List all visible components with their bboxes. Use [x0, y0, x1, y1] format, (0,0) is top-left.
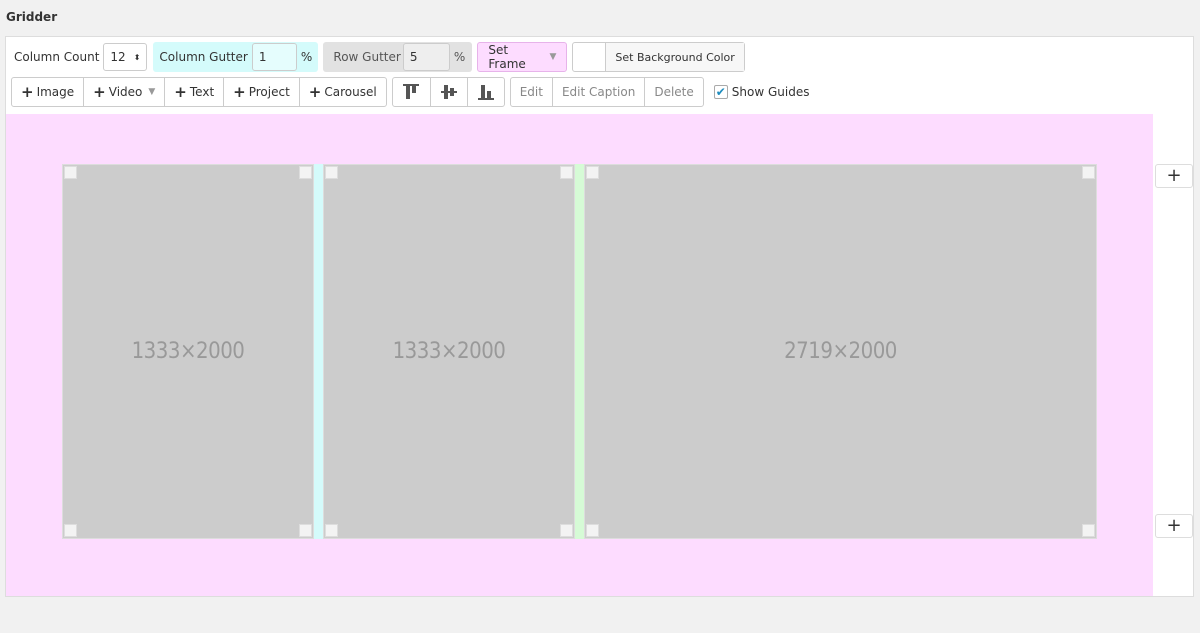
- plus-icon: +: [308, 83, 322, 101]
- toolbar-row-1: Column Count 12 ⬍ Column Gutter 1 % Row G…: [10, 42, 745, 72]
- delete-button[interactable]: Delete: [644, 78, 702, 106]
- spinner-icon: ⬍: [133, 52, 141, 62]
- column-gutter-unit: %: [300, 50, 313, 64]
- align-group: [391, 77, 505, 107]
- bg-color-swatch[interactable]: [573, 43, 605, 71]
- add-image-button[interactable]: + Image: [12, 78, 83, 106]
- align-middle-icon: [440, 85, 457, 99]
- add-video-button[interactable]: + Video ▼: [83, 78, 164, 106]
- show-guides-label: Show Guides: [731, 85, 810, 99]
- grid-item-image[interactable]: 1333×2000: [62, 164, 314, 539]
- column-count-select[interactable]: 12 ⬍: [103, 43, 148, 71]
- resize-handle[interactable]: [560, 166, 573, 179]
- column-count-label: Column Count: [14, 50, 100, 64]
- edit-button[interactable]: Edit: [519, 85, 543, 99]
- plus-icon: +: [21, 83, 34, 101]
- resize-handle[interactable]: [1082, 524, 1095, 537]
- resize-handle[interactable]: [64, 524, 77, 537]
- label: Text: [189, 85, 215, 99]
- image-dimensions: 2719×2000: [784, 339, 897, 364]
- show-guides-toggle[interactable]: ✔ Show Guides: [713, 85, 810, 99]
- add-carousel-button[interactable]: + Carousel: [298, 78, 386, 106]
- row-gutter-unit: %: [453, 50, 466, 64]
- add-row-above-button[interactable]: +: [1155, 164, 1193, 188]
- plus-icon: +: [93, 83, 106, 101]
- row-gutter-group: Row Gutter 5 %: [323, 42, 473, 72]
- align-bottom-icon: [477, 85, 494, 100]
- checkbox-checked-icon[interactable]: ✔: [713, 85, 728, 99]
- label: Image: [36, 85, 75, 99]
- grid-item-image[interactable]: 1333×2000: [323, 164, 575, 539]
- column-count-value: 12: [110, 50, 126, 64]
- column-gutter-group: Column Gutter 1 %: [153, 42, 319, 72]
- plus-icon: +: [174, 83, 187, 101]
- add-project-button[interactable]: + Project: [223, 78, 299, 106]
- resize-handle[interactable]: [560, 524, 573, 537]
- caret-down-icon: ▼: [549, 52, 557, 62]
- plus-icon: +: [233, 83, 246, 101]
- column-gutter-label: Column Gutter: [159, 50, 248, 64]
- row-gutter-input[interactable]: 5: [402, 43, 450, 71]
- row-gutter-label: Row Gutter: [333, 50, 401, 64]
- grid-item-image[interactable]: 2719×2000: [584, 164, 1097, 539]
- resize-handle[interactable]: [325, 166, 338, 179]
- resize-handle[interactable]: [1082, 166, 1095, 179]
- column-gutter-guide: [574, 164, 585, 539]
- align-middle-button[interactable]: [429, 78, 467, 106]
- add-text-button[interactable]: + Text: [164, 78, 223, 106]
- image-dimensions: 1333×2000: [392, 339, 506, 364]
- set-bg-group: Set Background Color: [572, 42, 745, 72]
- resize-handle[interactable]: [586, 166, 599, 179]
- align-top-icon: [403, 84, 420, 99]
- column-gutter-input[interactable]: 1: [251, 43, 297, 71]
- resize-handle[interactable]: [586, 524, 599, 537]
- add-group: + Image + Video ▼ + Text + Project + Carousel: [11, 77, 387, 107]
- label: Carousel: [324, 85, 377, 99]
- edit-caption-button[interactable]: Edit Caption: [551, 78, 644, 106]
- caret-down-icon: ▼: [148, 87, 156, 97]
- column-gutter-guide: [313, 164, 324, 539]
- set-frame-label: Set Frame: [488, 43, 526, 71]
- page-title: Gridder: [6, 10, 58, 24]
- label: Video: [108, 85, 143, 99]
- image-dimensions: 1333×2000: [131, 339, 245, 364]
- align-bottom-button[interactable]: [466, 78, 504, 106]
- align-top-button[interactable]: [393, 78, 430, 106]
- resize-handle[interactable]: [299, 524, 312, 537]
- set-frame-dropdown[interactable]: Set Frame ▼: [477, 42, 568, 72]
- toolbar-row-2: + Image + Video ▼ + Text + Project + Carousel …: [11, 77, 809, 107]
- label: Project: [248, 85, 290, 99]
- resize-handle[interactable]: [64, 166, 77, 179]
- edit-group: Edit Edit Caption Delete: [509, 77, 704, 107]
- add-row-below-button[interactable]: +: [1155, 514, 1193, 538]
- resize-handle[interactable]: [299, 166, 312, 179]
- resize-handle[interactable]: [325, 524, 338, 537]
- set-bg-color-button[interactable]: Set Background Color: [605, 43, 744, 71]
